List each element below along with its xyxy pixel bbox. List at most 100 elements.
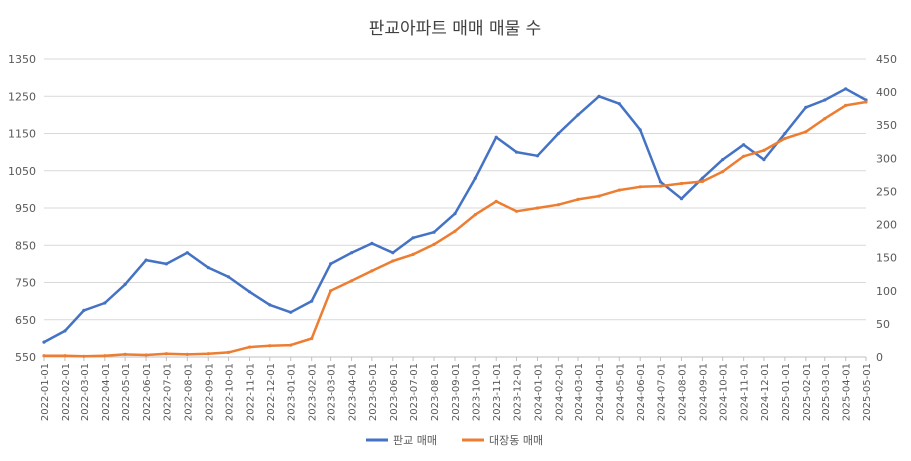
x-tick-label: 2023-09-01 [451, 363, 462, 421]
y-right-tick-label: 0 [876, 351, 883, 364]
x-tick-label: 2022-03-01 [80, 363, 91, 421]
data-point-0 [823, 98, 827, 102]
x-tick-label: 2023-03-01 [327, 363, 338, 421]
x-tick-label: 2023-08-01 [430, 363, 441, 421]
x-tick-label: 2023-01-01 [287, 363, 298, 421]
x-tick-label: 2025-04-01 [842, 363, 853, 421]
legend-label-0: 판교 매매 [393, 434, 437, 447]
data-point-1 [576, 197, 580, 201]
data-point-1 [164, 352, 168, 356]
data-point-1 [762, 148, 766, 152]
x-tick-label: 2024-12-01 [760, 363, 771, 421]
data-point-0 [783, 131, 787, 136]
data-point-0 [144, 258, 148, 262]
data-point-0 [804, 105, 808, 109]
data-point-0 [289, 310, 293, 314]
x-tick-label: 2022-04-01 [101, 363, 112, 421]
x-tick-label: 2024-06-01 [636, 363, 647, 421]
x-tick-label: 2025-02-01 [802, 363, 813, 421]
data-point-0 [370, 241, 374, 245]
legend-label-1: 대장동 매매 [489, 434, 543, 447]
data-point-0 [700, 176, 705, 180]
data-point-1 [494, 199, 498, 203]
data-point-1 [411, 252, 415, 256]
x-tick-label: 2024-11-01 [740, 363, 751, 421]
data-point-1 [185, 352, 189, 356]
data-point-0 [63, 329, 67, 333]
x-tick-label: 2023-02-01 [308, 363, 319, 421]
data-point-0 [762, 158, 766, 162]
data-point-0 [185, 251, 189, 255]
x-tick-label: 2024-01-01 [533, 363, 544, 421]
data-point-0 [82, 308, 86, 312]
data-point-0 [494, 135, 498, 139]
x-tick-label: 2022-02-01 [61, 363, 72, 421]
data-point-1 [268, 344, 272, 348]
data-point-1 [700, 179, 705, 184]
y-left-tick-label: 650 [15, 314, 36, 327]
data-point-1 [247, 345, 252, 349]
y-right-tick-label: 100 [876, 285, 897, 298]
data-point-0 [206, 266, 210, 270]
x-tick-label: 2023-06-01 [389, 363, 400, 421]
data-point-0 [721, 158, 725, 162]
data-point-1 [721, 170, 725, 174]
data-point-1 [453, 229, 457, 233]
x-tick-label: 2023-04-01 [348, 363, 359, 421]
x-tick-label: 2024-08-01 [677, 363, 688, 421]
data-point-1 [658, 184, 663, 188]
data-point-1 [144, 353, 148, 357]
data-point-1 [432, 242, 436, 246]
x-tick-label: 2022-08-01 [183, 363, 194, 421]
y-right-tick-label: 450 [876, 53, 897, 66]
x-tick-label: 2025-01-01 [781, 363, 792, 421]
y-left-tick-label: 750 [15, 277, 36, 290]
y-left-tick-label: 1150 [8, 128, 36, 141]
data-point-0 [453, 212, 457, 216]
data-point-1 [123, 352, 127, 356]
data-point-1 [556, 203, 561, 207]
x-tick-label: 2024-02-01 [554, 363, 565, 421]
data-point-1 [864, 100, 868, 104]
data-point-0 [514, 150, 519, 154]
x-tick-label: 2022-05-01 [121, 363, 132, 421]
x-tick-label: 2024-04-01 [595, 363, 606, 421]
data-point-1 [370, 269, 374, 273]
x-tick-label: 2022-06-01 [142, 363, 153, 421]
x-axis: 2022-01-01 2022-02-01 2022-03-01 2022-04-01… [40, 356, 873, 421]
y-left-tick-label: 850 [15, 239, 36, 252]
data-point-1 [823, 117, 827, 121]
x-tick-label: 2023-12-01 [513, 363, 524, 421]
y-right-tick-label: 200 [876, 219, 897, 232]
data-point-0 [556, 131, 561, 136]
data-point-1 [350, 279, 354, 283]
data-point-1 [82, 354, 86, 358]
data-point-1 [638, 185, 642, 189]
x-tick-label: 2022-12-01 [266, 363, 277, 421]
y-left-tick-label: 1250 [8, 90, 36, 103]
y-left-tick-label: 950 [15, 202, 36, 215]
data-point-1 [597, 194, 601, 198]
data-point-0 [473, 176, 477, 180]
x-tick-label: 2025-03-01 [821, 363, 832, 421]
data-point-0 [268, 303, 272, 307]
x-tick-label: 2023-11-01 [492, 363, 503, 421]
data-point-1 [514, 209, 519, 213]
x-tick-label: 2022-01-01 [40, 363, 51, 421]
data-point-0 [679, 197, 684, 201]
data-point-0 [432, 230, 436, 234]
x-tick-label: 2025-05-01 [862, 363, 873, 421]
data-point-0 [350, 251, 354, 255]
left-axis: 550 650 750 850 950 1050 1150 1250 1350 [8, 53, 36, 364]
data-point-1 [783, 136, 787, 141]
data-point-1 [391, 259, 395, 263]
x-tick-label: 2024-10-01 [719, 363, 730, 421]
y-right-tick-label: 250 [876, 185, 897, 198]
legend: 판교 매매 대장동 매매 [366, 434, 543, 447]
data-point-1 [226, 350, 231, 354]
series-line-1 [42, 100, 868, 358]
y-right-tick-label: 400 [876, 86, 897, 99]
data-point-1 [63, 354, 67, 358]
x-tick-label: 2022-11-01 [246, 363, 257, 421]
